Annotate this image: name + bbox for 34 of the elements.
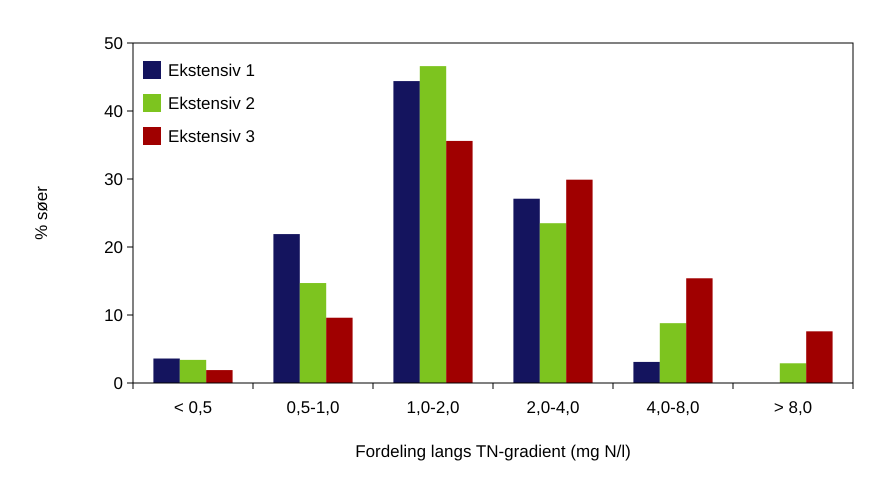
bar <box>806 331 833 383</box>
bar <box>326 318 353 383</box>
x-tick-label: > 8,0 <box>774 398 812 417</box>
bar <box>633 362 660 383</box>
bar <box>300 283 326 383</box>
x-axis-title: Fordeling langs TN-gradient (mg N/l) <box>355 442 631 461</box>
bar <box>206 370 233 383</box>
legend-label: Ekstensiv 1 <box>168 60 255 80</box>
bar <box>513 198 540 383</box>
bar <box>660 323 686 383</box>
y-tick-label: 30 <box>104 170 123 189</box>
bar <box>686 278 713 383</box>
bar <box>566 180 593 383</box>
x-tick-label: 4,0-8,0 <box>646 398 700 417</box>
bar <box>180 360 206 383</box>
bar <box>780 363 806 383</box>
y-tick-label: 50 <box>104 34 123 53</box>
x-tick-label: 1,0-2,0 <box>406 398 460 417</box>
bar <box>393 81 420 383</box>
y-tick-label: 40 <box>104 102 123 121</box>
legend-label: Ekstensiv 2 <box>168 94 255 113</box>
y-tick-label: 20 <box>104 238 123 257</box>
x-tick-label: 2,0-4,0 <box>526 398 580 417</box>
y-tick-label: 0 <box>114 374 123 393</box>
x-tick-label: 0,5-1,0 <box>286 398 340 417</box>
bar <box>420 66 446 383</box>
bar <box>540 223 566 383</box>
y-tick-label: 10 <box>104 306 123 325</box>
bar <box>273 234 300 383</box>
x-tick-label: < 0,5 <box>174 398 212 417</box>
bar <box>153 358 180 383</box>
y-axis-title: % søer <box>32 186 51 240</box>
bar <box>446 140 473 383</box>
legend-label: Ekstensiv 3 <box>168 126 255 146</box>
